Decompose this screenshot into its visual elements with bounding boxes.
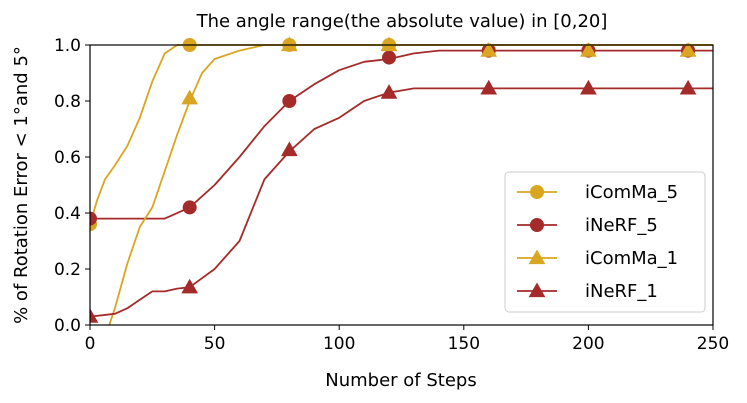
legend-item-icomma-5: iComMa_5 bbox=[517, 182, 678, 203]
chart-title: The angle range(the absolute value) in [… bbox=[196, 11, 608, 32]
data-point-inerf-1-4 bbox=[480, 79, 498, 95]
data-point-icomma-1-5 bbox=[679, 42, 697, 57]
y-tick-label: 0.4 bbox=[54, 204, 81, 224]
data-point-inerf-1-5 bbox=[580, 79, 597, 95]
y-tick-label: 0.2 bbox=[54, 260, 81, 280]
legend-label-icomma-5: iComMa_5 bbox=[585, 182, 678, 203]
x-tick-label: 50 bbox=[204, 334, 226, 354]
data-point-inerf-1-2 bbox=[280, 141, 298, 157]
plot-frame bbox=[89, 44, 714, 326]
legend-label-inerf-5: iNeRF_5 bbox=[585, 215, 658, 236]
legend-marker-inerf-5 bbox=[530, 218, 544, 232]
legend-marker-icomma-5 bbox=[530, 185, 544, 199]
data-point-icomma-1-2 bbox=[380, 36, 398, 52]
y-tick-label: 0.6 bbox=[54, 148, 81, 168]
data-point-inerf-5-1 bbox=[182, 200, 197, 215]
y-tick-label: 0.0 bbox=[54, 316, 81, 336]
y-tick-label: 1.0 bbox=[54, 36, 81, 56]
data-point-icomma-1-1 bbox=[280, 36, 298, 52]
data-point-icomma-1-4 bbox=[580, 42, 597, 57]
x-tick-label: 200 bbox=[572, 334, 604, 354]
legend-item-inerf-1: iNeRF_1 bbox=[517, 281, 658, 302]
data-point-inerf-5-3 bbox=[382, 50, 397, 65]
legend-label-icomma-1: iComMa_1 bbox=[585, 248, 678, 269]
series-line-inerf-1 bbox=[90, 87, 713, 318]
data-point-inerf-1-1 bbox=[181, 278, 199, 294]
y-axis-label: % of Rotation Error < 1°and 5° bbox=[11, 46, 32, 324]
data-point-inerf-5-0 bbox=[90, 211, 97, 226]
legend-item-inerf-5: iNeRF_5 bbox=[517, 215, 658, 236]
x-tick-label: 0 bbox=[85, 334, 96, 354]
legend-item-icomma-1: iComMa_1 bbox=[517, 248, 678, 269]
series-inerf-1 bbox=[90, 79, 713, 323]
data-point-inerf-5-2 bbox=[282, 94, 297, 108]
data-point-inerf-1-0 bbox=[90, 308, 99, 323]
legend-marker-inerf-1 bbox=[528, 282, 546, 298]
legend: iComMa_5 iNeRF_5 iComMa_1 iNeRF_1 bbox=[504, 171, 706, 313]
data-point-inerf-1-6 bbox=[679, 79, 697, 95]
data-point-icomma-1-3 bbox=[480, 42, 498, 57]
legend-box bbox=[504, 171, 706, 313]
x-tick-label: 150 bbox=[448, 334, 480, 354]
x-tick-label: 250 bbox=[697, 334, 729, 354]
y-tick-label: 0.8 bbox=[54, 92, 81, 112]
legend-marker-icomma-1 bbox=[528, 249, 546, 265]
axes-layer: 0 50 100 150 200 250 0.0 0.2 0.4 0.6 0.8 1.0 bbox=[54, 36, 729, 354]
x-axis-label: Number of Steps bbox=[325, 370, 476, 391]
x-tick-label: 100 bbox=[323, 334, 355, 354]
legend-label-inerf-1: iNeRF_1 bbox=[585, 281, 658, 302]
data-point-inerf-1-3 bbox=[380, 84, 398, 99]
data-point-icomma-1-0 bbox=[181, 89, 199, 105]
series-layer bbox=[90, 36, 713, 325]
